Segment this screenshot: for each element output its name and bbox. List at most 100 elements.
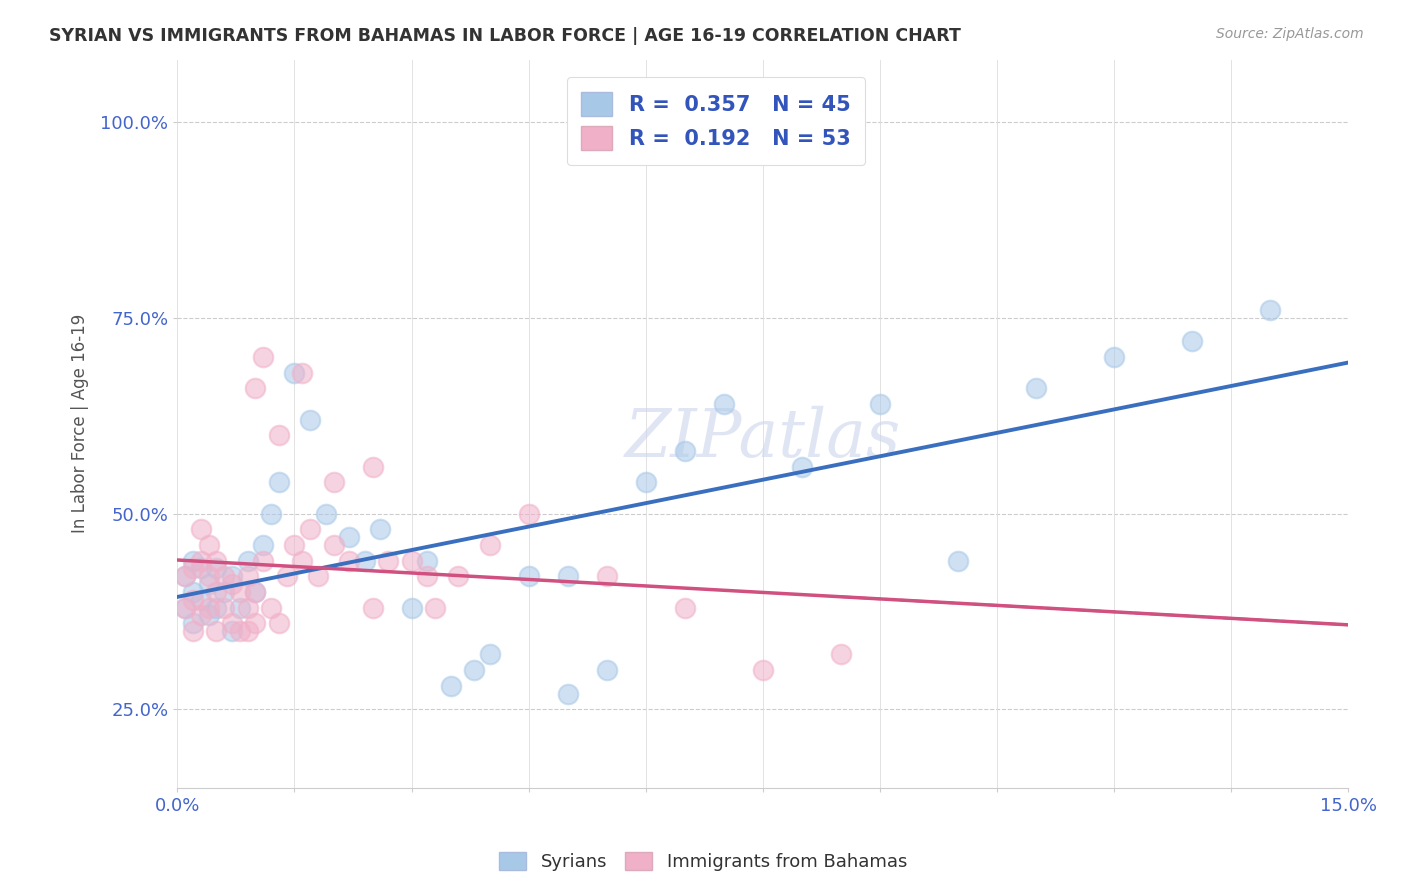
Point [322,475,344,490]
Point [752,663,775,677]
Point [322,538,344,552]
Point [260,600,283,615]
Point [291,553,314,567]
Point [283,366,305,380]
Point [517,569,540,583]
Point [713,397,735,411]
Point [229,600,252,615]
Point [370,522,392,536]
Point [337,553,360,567]
Point [830,648,852,662]
Point [447,569,470,583]
Point [361,459,384,474]
Point [236,600,259,615]
Point [283,538,305,552]
Point [197,538,219,552]
Point [416,569,439,583]
Point [267,428,290,442]
Point [1102,350,1125,364]
Point [315,507,337,521]
Point [205,553,228,567]
Point [353,553,375,567]
Point [1260,303,1282,318]
Point [181,592,204,607]
Point [174,600,197,615]
Point [517,507,540,521]
Point [377,553,399,567]
Point [236,624,259,638]
Point [190,592,212,607]
Point [440,679,463,693]
Point [634,475,657,490]
Point [401,600,423,615]
Point [267,616,290,631]
Point [229,624,252,638]
Point [463,663,485,677]
Legend: R =  0.357   N = 45, R =  0.192   N = 53: R = 0.357 N = 45, R = 0.192 N = 53 [567,78,866,165]
Point [245,585,267,599]
Point [174,569,197,583]
Point [197,600,219,615]
Point [673,444,696,458]
Point [181,585,204,599]
Point [1025,381,1047,395]
Point [361,600,384,615]
Y-axis label: In Labor Force | Age 16-19: In Labor Force | Age 16-19 [72,314,89,533]
Point [267,475,290,490]
Point [181,616,204,631]
Point [181,624,204,638]
Point [245,585,267,599]
Point [205,600,228,615]
Point [212,585,235,599]
Text: ZIPatlas: ZIPatlas [624,406,901,471]
Point [174,600,197,615]
Point [291,366,314,380]
Point [229,585,252,599]
Point [212,569,235,583]
Point [212,600,235,615]
Point [174,569,197,583]
Point [236,553,259,567]
Point [946,553,969,567]
Point [401,553,423,567]
Point [205,624,228,638]
Point [307,569,329,583]
Point [252,350,274,364]
Point [790,459,813,474]
Text: Source: ZipAtlas.com: Source: ZipAtlas.com [1216,27,1364,41]
Point [221,569,243,583]
Text: SYRIAN VS IMMIGRANTS FROM BAHAMAS IN LABOR FORCE | AGE 16-19 CORRELATION CHART: SYRIAN VS IMMIGRANTS FROM BAHAMAS IN LAB… [49,27,962,45]
Point [557,687,579,701]
Point [673,600,696,615]
Point [299,412,322,426]
Point [252,538,274,552]
Point [236,569,259,583]
Point [276,569,298,583]
Point [205,585,228,599]
Point [869,397,891,411]
Point [221,624,243,638]
Point [190,561,212,575]
Point [245,616,267,631]
Point [260,507,283,521]
Point [252,553,274,567]
Point [221,577,243,591]
Point [197,577,219,591]
Point [197,608,219,623]
Point [205,561,228,575]
Point [596,569,619,583]
Point [478,538,501,552]
Point [299,522,322,536]
Point [221,616,243,631]
Point [1181,334,1204,349]
Point [423,600,446,615]
Point [181,553,204,567]
Point [596,663,619,677]
Point [190,553,212,567]
Point [557,569,579,583]
Point [181,561,204,575]
Point [416,553,439,567]
Legend: Syrians, Immigrants from Bahamas: Syrians, Immigrants from Bahamas [492,845,914,879]
Point [337,530,360,544]
Point [197,569,219,583]
